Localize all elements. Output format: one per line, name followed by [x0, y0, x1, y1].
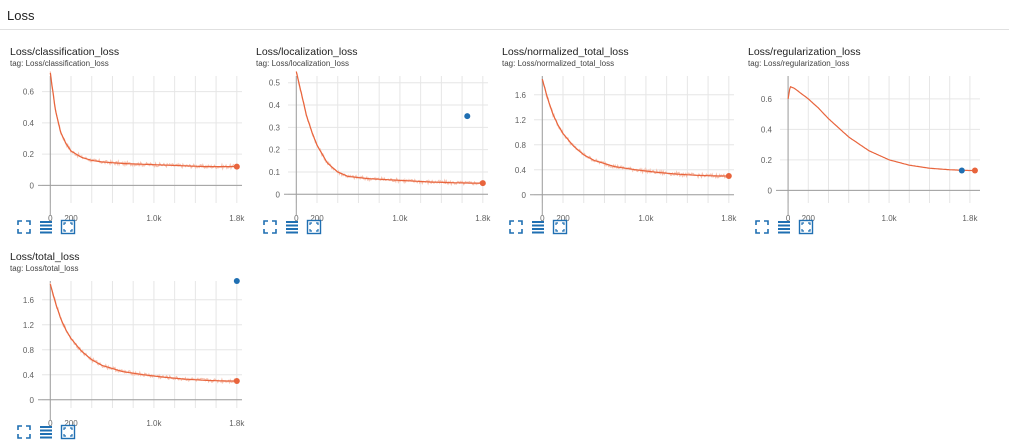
x-tick-label: 1.0k: [638, 214, 654, 223]
y-tick-label: 0: [30, 396, 35, 405]
y-tick-label: 0.2: [23, 150, 35, 159]
x-tick-label: 0: [786, 214, 791, 223]
fullscreen-icon[interactable]: [262, 219, 278, 235]
y-tick-label: 0.4: [23, 119, 35, 128]
chart-title: Loss/regularization_loss: [748, 46, 861, 58]
smoothed-series-line: [49, 283, 237, 382]
fit-domain-icon[interactable]: [306, 219, 322, 235]
x-tick-label: 1.8k: [475, 214, 491, 223]
chart-card: Loss/classification_loss tag: Loss/classi…: [10, 46, 250, 241]
chart-title: Loss/classification_loss: [10, 46, 120, 58]
chart-title: Loss/normalized_total_loss: [502, 46, 629, 58]
series-end-point: [971, 167, 978, 174]
chart-card: Loss/regularization_loss tag: Loss/regula…: [748, 46, 988, 241]
smoothed-series-line: [295, 71, 483, 184]
series-end-point: [233, 163, 240, 170]
toggle-log-scale-icon[interactable]: [38, 219, 54, 235]
chart-card: Loss/normalized_total_loss tag: Loss/norm…: [502, 46, 742, 241]
chart-plot[interactable]: 0 0.1 0.2 0.3 0.4 0.5 0 200 1.0k 1.8k: [256, 68, 496, 223]
y-tick-label: 0.6: [23, 88, 35, 97]
chart-card: Loss/localization_loss tag: Loss/localiza…: [256, 46, 496, 241]
fit-domain-icon[interactable]: [552, 219, 568, 235]
y-tick-label: 0: [522, 191, 527, 200]
smoothed-series-line: [787, 86, 975, 172]
toggle-log-scale-icon[interactable]: [38, 424, 54, 440]
chart-tag: tag: Loss/total_loss: [10, 264, 79, 273]
raw-series-line: [49, 282, 238, 385]
section-header[interactable]: Loss: [0, 0, 1009, 30]
y-tick-label: 0.4: [761, 125, 773, 134]
raw-series-line: [295, 72, 484, 187]
highlight-point: [958, 167, 965, 174]
toggle-log-scale-icon[interactable]: [284, 219, 300, 235]
chart-plot[interactable]: 0 0.4 0.8 1.2 1.6 0 200 1.0k 1.8k: [502, 68, 742, 223]
highlight-point: [464, 113, 471, 120]
y-tick-label: 1.2: [23, 321, 35, 330]
smoothed-series-line: [49, 72, 237, 168]
x-tick-label: 200: [64, 419, 78, 428]
chart-tag: tag: Loss/regularization_loss: [748, 59, 850, 68]
y-tick-label: 1.2: [515, 116, 527, 125]
x-tick-label: 0: [540, 214, 545, 223]
y-tick-label: 0.3: [269, 123, 281, 132]
chart-plot[interactable]: 0 0.2 0.4 0.6 0 200 1.0k 1.8k: [10, 68, 250, 223]
fullscreen-icon[interactable]: [754, 219, 770, 235]
y-tick-label: 0: [276, 190, 281, 199]
series-end-point: [725, 173, 732, 179]
x-tick-label: 0: [48, 419, 53, 428]
chart-title: Loss/total_loss: [10, 251, 80, 263]
x-tick-label: 1.8k: [229, 214, 245, 223]
x-tick-label: 1.0k: [146, 419, 162, 428]
fullscreen-icon[interactable]: [16, 219, 32, 235]
fullscreen-icon[interactable]: [508, 219, 524, 235]
x-tick-label: 200: [556, 214, 570, 223]
x-tick-label: 1.8k: [962, 214, 978, 223]
fit-domain-icon[interactable]: [60, 219, 76, 235]
x-tick-label: 1.8k: [721, 214, 737, 223]
highlight-point: [233, 278, 240, 284]
chart-tag: tag: Loss/classification_loss: [10, 59, 109, 68]
chart-title: Loss/localization_loss: [256, 46, 358, 58]
x-tick-label: 1.8k: [229, 419, 245, 428]
toggle-log-scale-icon[interactable]: [776, 219, 792, 235]
y-tick-label: 0: [30, 181, 35, 190]
x-tick-label: 200: [64, 214, 78, 223]
y-tick-label: 0.2: [269, 146, 281, 155]
fit-domain-icon[interactable]: [60, 424, 76, 440]
x-tick-label: 1.0k: [146, 214, 162, 223]
x-tick-label: 1.0k: [882, 214, 898, 223]
y-tick-label: 0.1: [269, 168, 281, 177]
y-tick-label: 0.2: [761, 156, 773, 165]
y-tick-label: 0.4: [269, 101, 281, 110]
chart-card: Loss/total_loss tag: Loss/total_loss 0 0.4 0…: [10, 251, 250, 446]
y-tick-label: 1.6: [23, 296, 35, 305]
y-tick-label: 0.8: [23, 346, 35, 355]
y-tick-label: 0.6: [761, 95, 773, 104]
y-tick-label: 0.8: [515, 141, 527, 150]
chart-plot[interactable]: 0 0.2 0.4 0.6 0 200 1.0k 1.8k: [748, 68, 988, 223]
y-tick-label: 0.4: [515, 166, 527, 175]
x-tick-label: 1.0k: [392, 214, 408, 223]
y-tick-label: 0.5: [269, 79, 281, 88]
y-tick-label: 0: [768, 186, 773, 195]
x-tick-label: 200: [310, 214, 324, 223]
series-end-point: [233, 378, 240, 384]
smoothed-series-line: [541, 78, 729, 177]
series-end-point: [479, 180, 486, 187]
section-title: Loss: [7, 8, 35, 23]
chart-tag: tag: Loss/localization_loss: [256, 59, 349, 68]
y-tick-label: 0.4: [23, 371, 35, 380]
toggle-log-scale-icon[interactable]: [530, 219, 546, 235]
chart-tag: tag: Loss/normalized_total_loss: [502, 59, 615, 68]
fit-domain-icon[interactable]: [798, 219, 814, 235]
x-tick-label: 0: [48, 214, 53, 223]
y-tick-label: 1.6: [515, 91, 527, 100]
x-tick-label: 0: [294, 214, 299, 223]
chart-plot[interactable]: 0 0.4 0.8 1.2 1.6 0 200 1.0k 1.8k: [10, 273, 250, 428]
x-tick-label: 200: [802, 214, 816, 223]
fullscreen-icon[interactable]: [16, 424, 32, 440]
